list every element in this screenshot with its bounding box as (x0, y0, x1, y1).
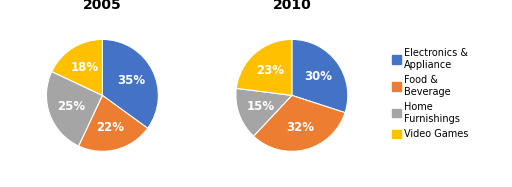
Wedge shape (253, 95, 345, 151)
Text: 25%: 25% (57, 100, 86, 113)
Wedge shape (52, 39, 102, 95)
Wedge shape (47, 72, 102, 146)
Text: 30%: 30% (305, 70, 332, 82)
Wedge shape (78, 95, 147, 151)
Text: 15%: 15% (247, 100, 275, 113)
Text: 35%: 35% (118, 74, 146, 87)
Legend: Electronics &
Appliance, Food &
Beverage, Home
Furnishings, Video Games: Electronics & Appliance, Food & Beverage… (389, 45, 472, 142)
Text: 22%: 22% (97, 121, 124, 134)
Wedge shape (237, 39, 292, 95)
Title: 2010: 2010 (272, 0, 311, 12)
Wedge shape (292, 39, 348, 113)
Wedge shape (102, 39, 158, 128)
Text: 18%: 18% (71, 61, 99, 74)
Text: 32%: 32% (286, 121, 314, 134)
Title: 2005: 2005 (83, 0, 122, 12)
Wedge shape (236, 88, 292, 136)
Text: 23%: 23% (256, 64, 284, 77)
